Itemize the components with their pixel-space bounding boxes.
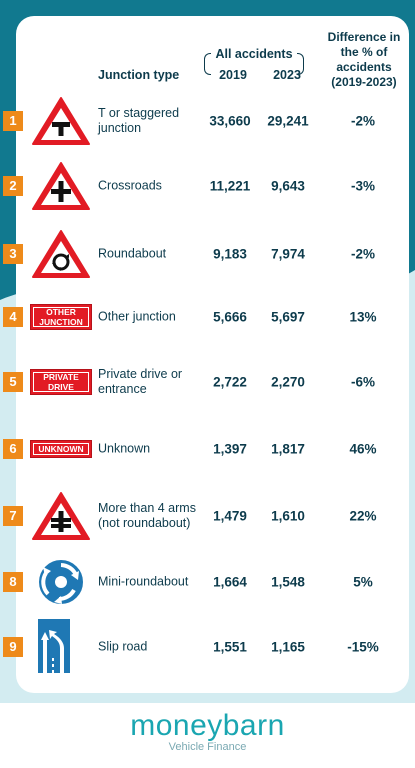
row-number: 7 bbox=[3, 506, 23, 526]
header-year-2023: 2023 bbox=[273, 68, 301, 82]
plate-text: DRIVE bbox=[48, 382, 74, 392]
value-difference: 46% bbox=[349, 441, 377, 457]
table-row: 9 Slip road 1,551 1,165 -15% bbox=[0, 619, 415, 673]
value-difference: 13% bbox=[349, 309, 377, 325]
value-2023: 2,270 bbox=[271, 374, 305, 390]
table-row: 4 OTHER JUNCTION Other junction 5,666 5,… bbox=[0, 292, 415, 342]
multi-arm-junction-sign-icon bbox=[30, 491, 92, 541]
table-row: 6 UNKNOWN Unknown 1,397 1,817 46% bbox=[0, 424, 415, 474]
row-label: Slip road bbox=[98, 639, 148, 654]
row-number: 2 bbox=[3, 176, 23, 196]
brand-name: moneybarn bbox=[130, 709, 285, 742]
table-row: 1 T or staggered junction 33,660 29,241 … bbox=[0, 96, 415, 146]
header-difference: Difference in the % of accidents (2019-2… bbox=[327, 30, 401, 89]
row-number: 5 bbox=[3, 372, 23, 392]
value-2019: 2,722 bbox=[213, 374, 247, 390]
value-2019: 5,666 bbox=[213, 309, 247, 325]
header-junction-type: Junction type bbox=[98, 68, 180, 82]
row-number: 6 bbox=[3, 439, 23, 459]
value-2019: 9,183 bbox=[213, 246, 247, 262]
plate-text: OTHER bbox=[46, 307, 76, 317]
crossroads-sign-icon bbox=[30, 161, 92, 211]
row-label: Unknown bbox=[98, 441, 151, 456]
row-number: 3 bbox=[3, 244, 23, 264]
table-row: 7 More than 4 arms (not roundabout) 1,47… bbox=[0, 491, 415, 541]
value-2019: 1,551 bbox=[213, 639, 247, 655]
table-row: 8 Mini-roundabout 1,664 1,548 5% bbox=[0, 557, 415, 607]
value-2023: 29,241 bbox=[267, 113, 309, 129]
value-difference: -6% bbox=[350, 374, 375, 390]
plate-text: PRIVATE bbox=[43, 372, 79, 382]
value-2023: 9,643 bbox=[271, 178, 305, 194]
value-2023: 7,974 bbox=[271, 246, 305, 262]
private-drive-plate-icon: PRIVATE DRIVE bbox=[30, 369, 92, 395]
value-difference: -2% bbox=[350, 113, 375, 129]
roundabout-sign-icon bbox=[30, 229, 92, 279]
other-junction-plate-icon: OTHER JUNCTION bbox=[30, 304, 92, 330]
value-difference: 22% bbox=[349, 508, 377, 524]
moneybarn-logo: moneybarn Vehicle Finance bbox=[0, 709, 415, 754]
row-label: Mini-roundabout bbox=[98, 574, 189, 589]
value-2023: 1,610 bbox=[271, 508, 305, 524]
row-label: Other junction bbox=[98, 309, 176, 324]
row-label: Roundabout bbox=[98, 246, 167, 261]
table-row: 3 Roundabout 9,183 7,974 -2% bbox=[0, 229, 415, 279]
header-bracket-left bbox=[204, 53, 211, 75]
row-number: 8 bbox=[3, 572, 23, 592]
value-2023: 1,817 bbox=[271, 441, 305, 457]
row-number: 9 bbox=[3, 637, 23, 657]
plate-text: UNKNOWN bbox=[38, 444, 84, 454]
value-2019: 1,664 bbox=[213, 574, 247, 590]
row-label: More than 4 arms (not roundabout) bbox=[98, 501, 196, 530]
value-2019: 1,479 bbox=[213, 508, 247, 524]
plate-text: JUNCTION bbox=[39, 317, 83, 327]
value-2023: 1,548 bbox=[271, 574, 305, 590]
value-2019: 33,660 bbox=[209, 113, 251, 129]
value-difference: -2% bbox=[350, 246, 375, 262]
value-2019: 1,397 bbox=[213, 441, 247, 457]
row-number: 4 bbox=[3, 307, 23, 327]
value-2019: 11,221 bbox=[209, 178, 251, 194]
brand-tagline: Vehicle Finance bbox=[168, 741, 247, 753]
slip-road-sign-icon bbox=[30, 619, 92, 673]
row-label: Private drive or entrance bbox=[98, 367, 183, 396]
table-row: 5 PRIVATE DRIVE Private drive or entranc… bbox=[0, 357, 415, 407]
value-difference: -3% bbox=[350, 178, 375, 194]
row-number: 1 bbox=[3, 111, 23, 131]
table-row: 2 Crossroads 11,221 9,643 -3% bbox=[0, 161, 415, 211]
value-difference: 5% bbox=[353, 574, 373, 590]
value-2023: 5,697 bbox=[271, 309, 305, 325]
header-year-2019: 2019 bbox=[219, 68, 247, 82]
value-2023: 1,165 bbox=[271, 639, 305, 655]
header-all-accidents: All accidents bbox=[215, 47, 293, 61]
t-junction-sign-icon bbox=[30, 96, 92, 146]
row-label: Crossroads bbox=[98, 178, 162, 193]
row-label: T or staggered junction bbox=[98, 106, 180, 135]
mini-roundabout-sign-icon bbox=[30, 557, 92, 607]
value-difference: -15% bbox=[347, 639, 379, 655]
unknown-plate-icon: UNKNOWN bbox=[30, 440, 92, 458]
